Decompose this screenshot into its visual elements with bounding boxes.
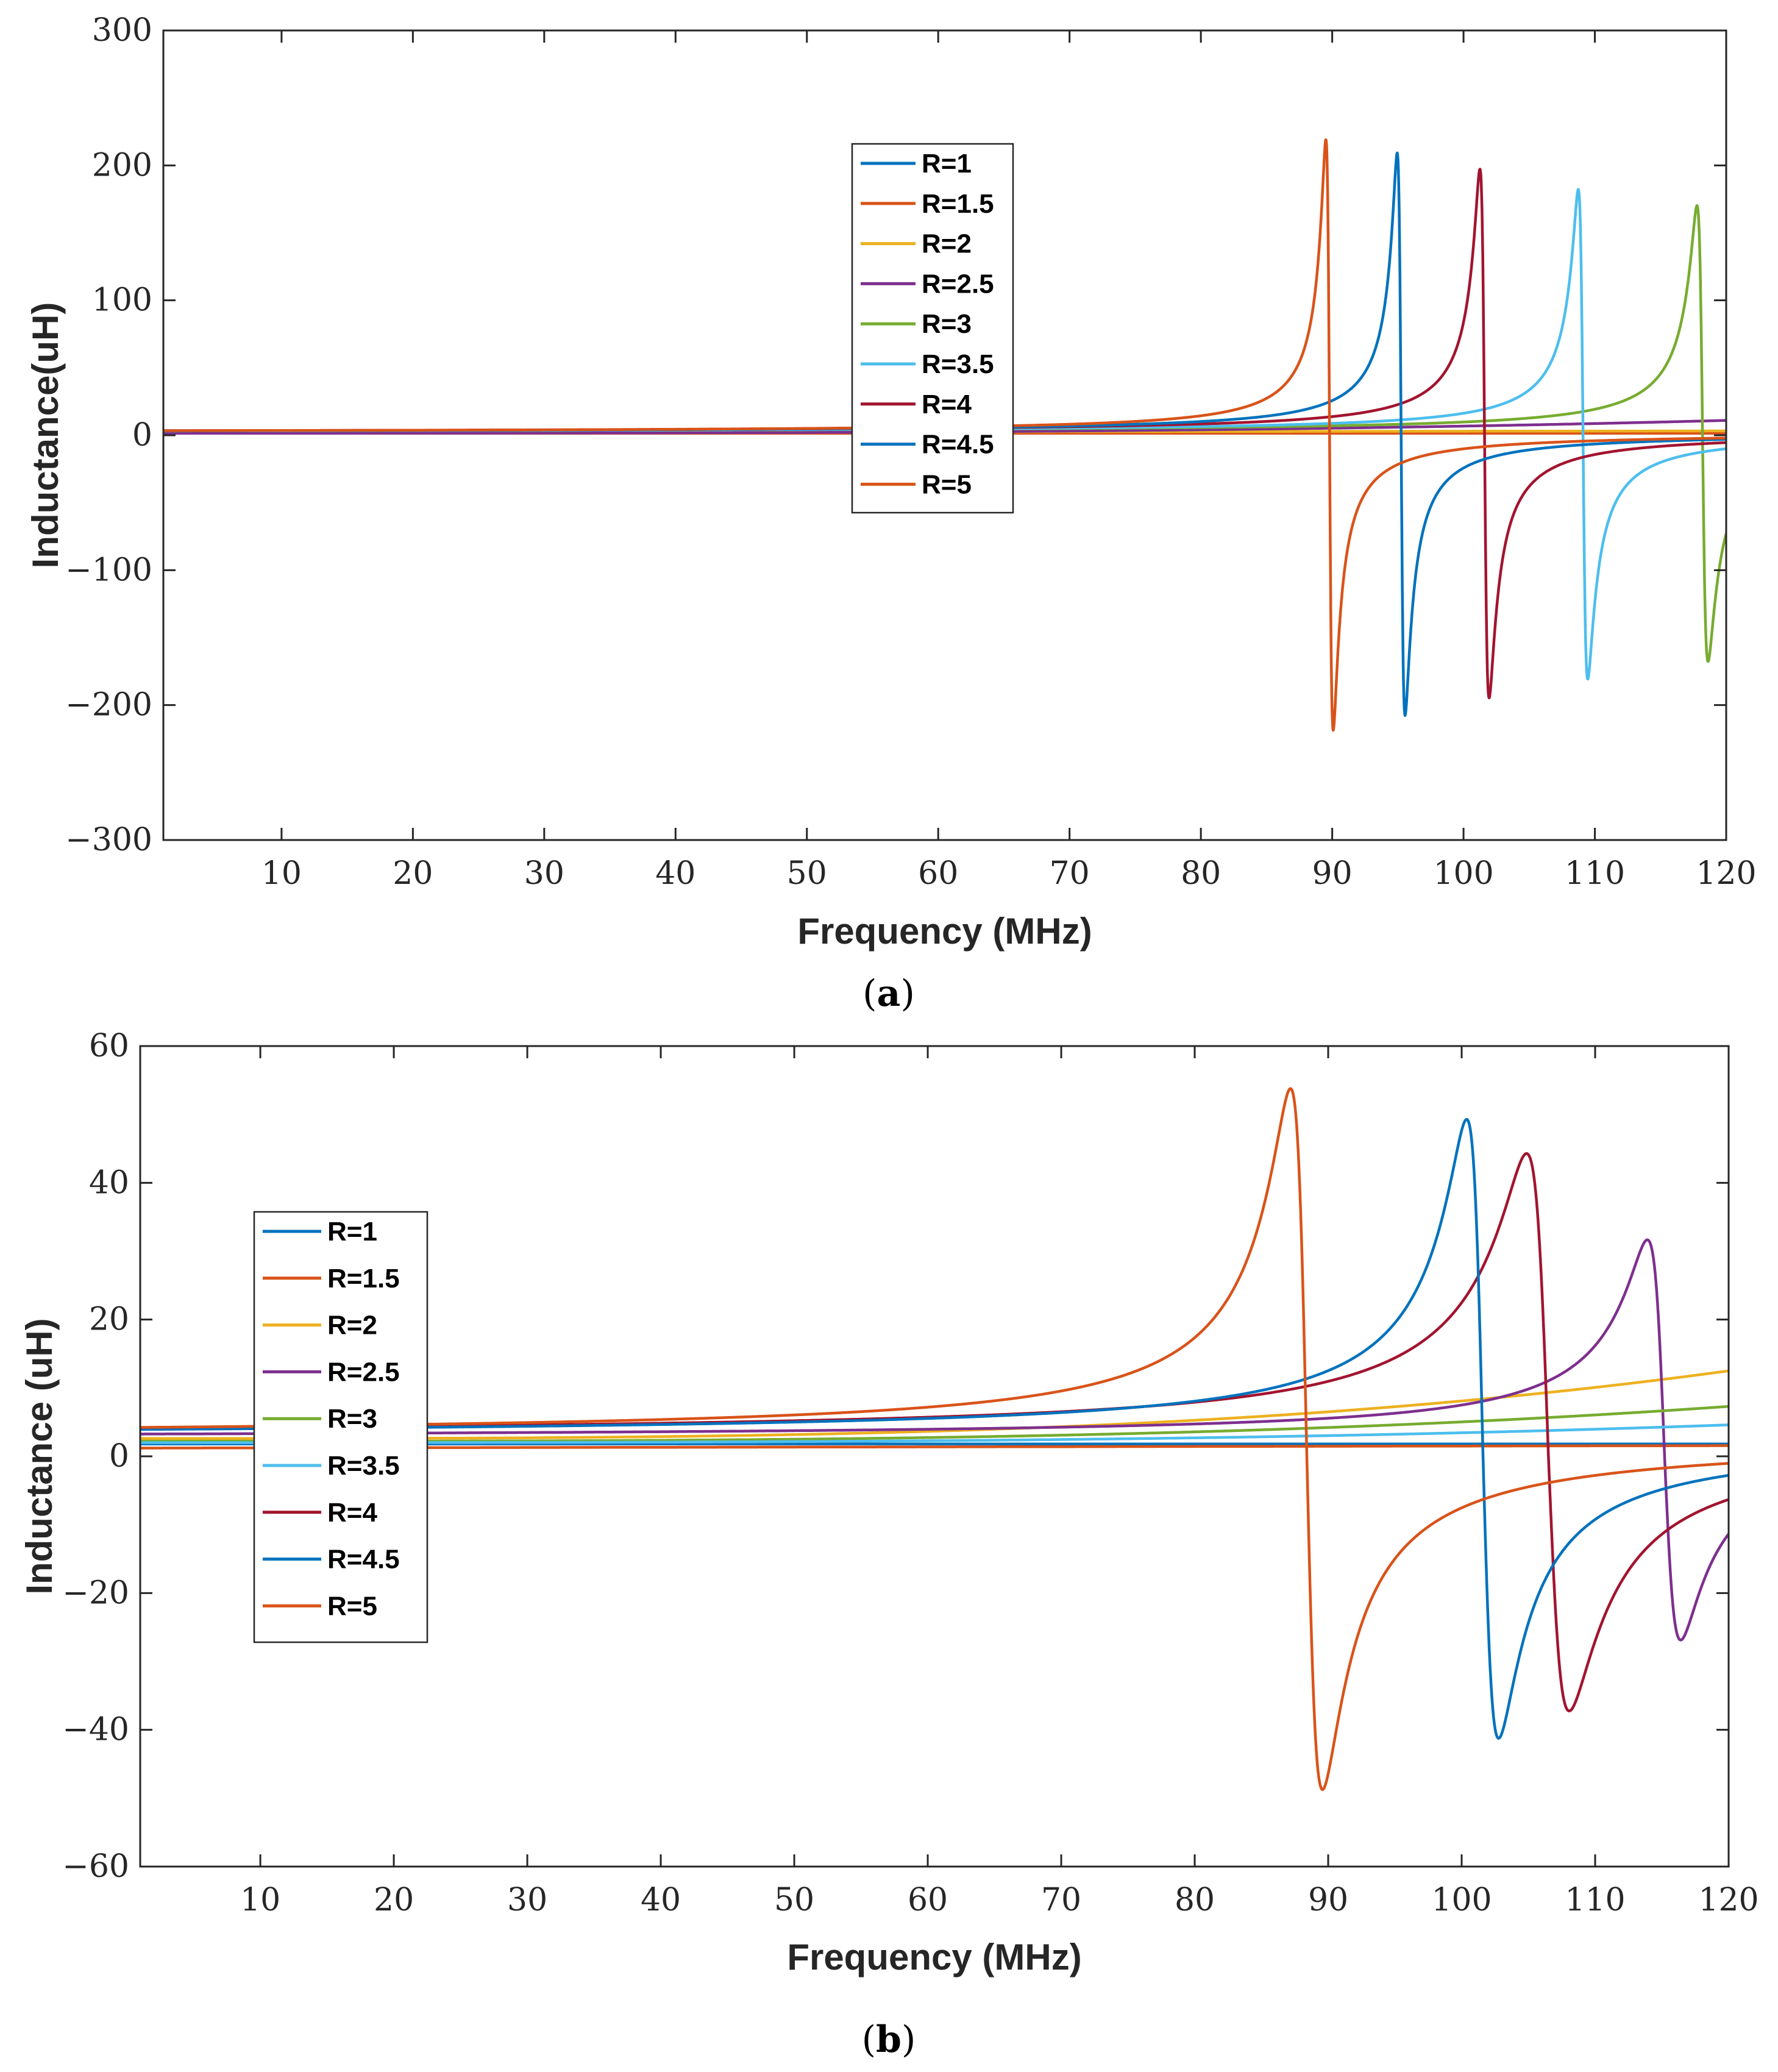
panel-a-x-tick-label: 50 bbox=[787, 855, 827, 892]
panel-a-caption-close: ) bbox=[900, 972, 914, 1015]
panel-b-legend: R=1 R=1.5 R=2 R=2.5 R=3 R=3.5 R=4 R=4.5 R=5 bbox=[253, 1211, 428, 1643]
panel-a-legend-label: R=5 bbox=[922, 469, 972, 499]
panel-b-legend-label: R=2 bbox=[327, 1311, 377, 1340]
panel-a-x-tick-label: 110 bbox=[1565, 855, 1625, 892]
panel-b-y-tick-label: 60 bbox=[89, 1028, 129, 1064]
panel-a-legend-label: R=3.5 bbox=[922, 349, 994, 379]
panel-a-legend-items: R=1 R=1.5 R=2 R=2.5 R=3 R=3.5 R=4 R=4.5 R=5 bbox=[861, 149, 994, 499]
panel-b-legend-label: R=5 bbox=[327, 1591, 377, 1621]
panel-a-caption-letter: a bbox=[877, 972, 901, 1015]
panel-b-legend-box bbox=[253, 1211, 428, 1643]
panel-b-caption: (b) bbox=[862, 2018, 916, 2061]
panel-b-x-tick-label: 40 bbox=[641, 1882, 681, 1918]
panel-a-x-tick-label: 120 bbox=[1696, 855, 1756, 892]
panel-b-caption-close: ) bbox=[901, 2018, 916, 2061]
panel-b-x-tick-label: 80 bbox=[1175, 1882, 1215, 1918]
panel-b-y-tick-label: −40 bbox=[62, 1712, 129, 1748]
panel-b-x-tick-label: 110 bbox=[1565, 1882, 1625, 1918]
panel-b-x-tick-label: 10 bbox=[240, 1882, 280, 1918]
panel-a-x-tick-label: 10 bbox=[261, 855, 302, 892]
panel-b-legend-label: R=1 bbox=[327, 1217, 377, 1247]
panel-b-legend-label: R=3.5 bbox=[327, 1451, 400, 1481]
panel-b-legend-items: R=1 R=1.5 R=2 R=2.5 R=3 R=3.5 R=4 R=4.5 R=5 bbox=[263, 1217, 400, 1621]
panel-b-y-tick-label: −20 bbox=[62, 1575, 129, 1611]
panel-a-x-tick-label: 60 bbox=[918, 855, 958, 892]
panel-a-x-tick-label: 90 bbox=[1312, 855, 1353, 892]
panel-a-legend-label: R=4 bbox=[922, 390, 972, 419]
panel-a-legend-box bbox=[851, 143, 1014, 514]
panel-b: 10 20 30 40 50 60 70 80 90 100 110 120 −60 −40 −20 0 20 4… bbox=[19, 1028, 1759, 2061]
panel-a-y-tick-label: 300 bbox=[92, 12, 152, 49]
panel-b-y-tick-label: 0 bbox=[109, 1438, 129, 1475]
panel-b-x-tick-label: 120 bbox=[1698, 1882, 1758, 1918]
panel-b-legend-label: R=4.5 bbox=[327, 1545, 400, 1575]
panel-b-legend-label: R=3 bbox=[327, 1404, 377, 1434]
panel-b-x-tick-label: 50 bbox=[774, 1882, 814, 1918]
panel-a-ticks: 10 20 30 40 50 60 70 80 90 100 110 120 −300 −200 −100 0… bbox=[65, 12, 1756, 892]
panel-a-y-tick-label: 100 bbox=[92, 282, 152, 319]
panel-b-x-tick-label: 60 bbox=[908, 1882, 948, 1918]
panel-a-y-tick-label: −100 bbox=[65, 552, 152, 588]
panel-b-caption-letter: b bbox=[876, 2018, 901, 2061]
panel-a-y-tick-label: 200 bbox=[92, 147, 152, 183]
panel-b-ticks: 10 20 30 40 50 60 70 80 90 100 110 120 −60 −40 −20 0 20 4… bbox=[62, 1028, 1758, 1918]
panel-a-y-tick-label: −300 bbox=[65, 822, 152, 858]
panel-a-caption: (a) bbox=[862, 972, 915, 1015]
panel-b-y-tick-label: 20 bbox=[89, 1301, 129, 1338]
panel-a: 10 20 30 40 50 60 70 80 90 100 110 120 −300 −200 −100 0… bbox=[25, 12, 1757, 1015]
panel-a-legend-label: R=2.5 bbox=[922, 269, 994, 299]
panel-b-legend-label: R=2.5 bbox=[327, 1357, 400, 1387]
panel-a-x-tick-label: 30 bbox=[524, 855, 564, 892]
panel-a-legend-label: R=4.5 bbox=[922, 430, 994, 460]
panel-a-x-tick-label: 100 bbox=[1433, 855, 1493, 892]
panel-b-x-tick-label: 100 bbox=[1431, 1882, 1492, 1918]
panel-a-x-tick-label: 20 bbox=[393, 855, 433, 892]
panel-a-y-axis-label: Inductance(uH) bbox=[25, 302, 66, 569]
panel-a-legend-label: R=2 bbox=[922, 229, 972, 259]
panel-b-x-tick-label: 70 bbox=[1041, 1882, 1081, 1918]
panel-a-y-tick-label: 0 bbox=[132, 417, 152, 454]
panel-b-x-tick-label: 90 bbox=[1308, 1882, 1348, 1918]
panel-b-x-tick-label: 20 bbox=[374, 1882, 414, 1918]
panel-b-x-tick-label: 30 bbox=[507, 1882, 547, 1918]
panel-a-legend: R=1 R=1.5 R=2 R=2.5 R=3 R=3.5 R=4 R=4.5 R=5 bbox=[851, 143, 1014, 514]
panel-b-legend-label: R=4 bbox=[327, 1498, 377, 1528]
panel-a-x-axis-label: Frequency (MHz) bbox=[797, 911, 1092, 952]
panel-a-x-tick-label: 40 bbox=[655, 855, 695, 892]
panel-a-x-tick-label: 70 bbox=[1050, 855, 1090, 892]
panel-a-y-tick-label: −200 bbox=[65, 687, 152, 724]
panel-a-legend-label: R=3 bbox=[922, 309, 972, 339]
panel-b-x-axis-label: Frequency (MHz) bbox=[787, 1937, 1081, 1978]
panel-a-legend-label: R=1.5 bbox=[922, 189, 994, 219]
panel-a-x-tick-label: 80 bbox=[1181, 855, 1221, 892]
panel-b-y-tick-label: −60 bbox=[62, 1848, 129, 1885]
panel-b-legend-label: R=1.5 bbox=[327, 1264, 400, 1294]
panel-b-caption-open: ( bbox=[862, 2018, 876, 2061]
panel-a-caption-open: ( bbox=[862, 972, 877, 1015]
panel-b-y-axis-label: Inductance (uH) bbox=[19, 1318, 60, 1594]
panel-a-legend-label: R=1 bbox=[922, 149, 972, 179]
panel-b-y-tick-label: 40 bbox=[89, 1164, 129, 1201]
